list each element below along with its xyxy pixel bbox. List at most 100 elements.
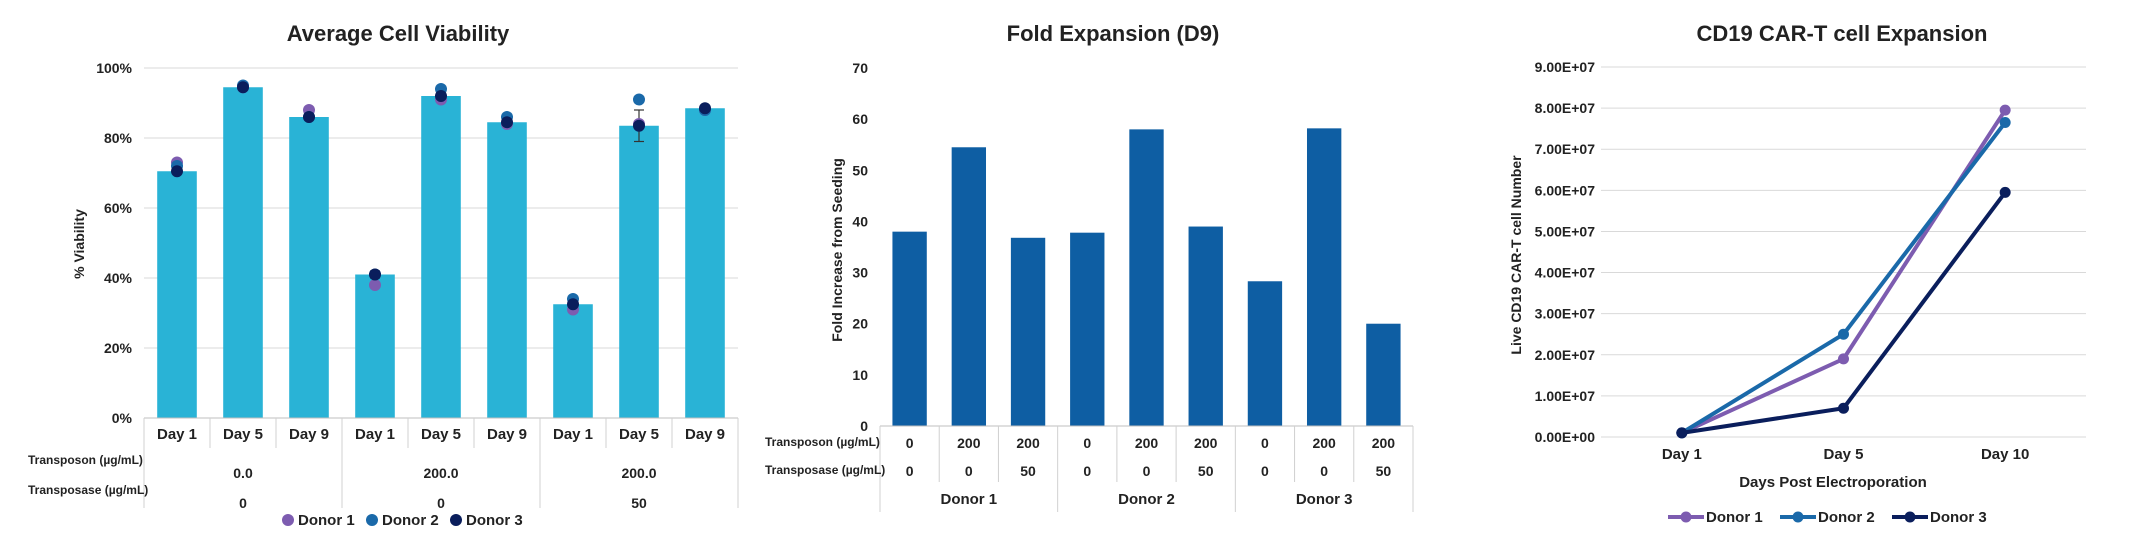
chart2-table-value: 200 bbox=[1194, 435, 1218, 451]
chart3-xtick-label: Day 1 bbox=[1662, 446, 1702, 463]
chart1-legend-label: Donor 3 bbox=[466, 512, 523, 529]
chart2-ytick-label: 30 bbox=[852, 265, 868, 281]
chart1-bar bbox=[157, 171, 197, 418]
chart2-table-value: 50 bbox=[1020, 463, 1036, 479]
chart2-table-value: 0 bbox=[965, 463, 973, 479]
chart2-group-label: Donor 3 bbox=[1296, 491, 1353, 508]
chart-cart-expansion: CD19 CAR-T cell Expansion Live CD19 CAR-… bbox=[1508, 21, 2086, 526]
chart2-ylabel: Fold Increase from Seeding bbox=[829, 158, 845, 342]
chart1-legend-label: Donor 1 bbox=[298, 512, 355, 529]
chart3-point-donor-3 bbox=[1838, 402, 1849, 414]
chart1-ytick-label: 60% bbox=[104, 200, 133, 216]
chart2-group-label: Donor 1 bbox=[940, 491, 997, 508]
chart2-bar bbox=[1306, 128, 1342, 426]
chart1-xtick-label: Day 1 bbox=[553, 426, 593, 443]
chart3-legend-marker bbox=[1680, 511, 1692, 523]
chart2-table-value: 200 bbox=[1016, 435, 1040, 451]
chart3-ytick-label: 7.00E+07 bbox=[1535, 141, 1596, 157]
chart2-bar bbox=[951, 147, 987, 426]
chart2-bar bbox=[1366, 323, 1401, 426]
chart2-ytick-label: 20 bbox=[852, 316, 868, 332]
chart1-point-donor-3 bbox=[171, 165, 183, 178]
chart1-bar bbox=[619, 125, 659, 418]
chart2-bar bbox=[1188, 226, 1223, 426]
chart3-legend-label: Donor 2 bbox=[1818, 509, 1875, 526]
chart2-table-value: 200 bbox=[957, 435, 981, 451]
chart2-table-value: 0 bbox=[1083, 463, 1091, 479]
chart1-point-donor-3 bbox=[699, 102, 711, 115]
chart1-bar bbox=[289, 117, 329, 418]
chart2-group-label: Donor 2 bbox=[1118, 491, 1175, 508]
chart1-ytick-label: 20% bbox=[104, 340, 133, 356]
chart2-bar bbox=[1129, 129, 1164, 426]
chart3-xtick-label: Day 10 bbox=[1981, 446, 2029, 463]
chart3-ytick-label: 1.00E+07 bbox=[1535, 388, 1596, 404]
chart1-xtick-label: Day 9 bbox=[685, 426, 725, 443]
chart1-bar bbox=[223, 87, 263, 418]
chart2-table-value: 0 bbox=[1261, 435, 1269, 451]
chart1-point-donor-3 bbox=[237, 81, 249, 94]
chart3-series-line-donor-3 bbox=[1681, 191, 2007, 435]
chart3-point-donor-1 bbox=[1838, 353, 1849, 365]
chart3-ytick-label: 9.00E+07 bbox=[1535, 59, 1596, 75]
chart2-ytick-label: 10 bbox=[852, 367, 868, 383]
chart1-ytick-label: 80% bbox=[104, 130, 133, 146]
chart2-table-value: 0 bbox=[906, 435, 914, 451]
chart1-xtick-label: Day 1 bbox=[355, 426, 395, 443]
chart1-table-row-label: Transposon (µg/mL) bbox=[28, 453, 143, 467]
chart3-ytick-label: 4.00E+07 bbox=[1535, 265, 1596, 281]
chart3-point-donor-2 bbox=[1999, 117, 2011, 128]
chart3-xtick-label: Day 5 bbox=[1823, 446, 1863, 463]
chart3-ylabel: Live CD19 CAR-T cell Number bbox=[1508, 155, 1524, 355]
chart1-table-value: 0 bbox=[437, 495, 445, 511]
chart1-table-value: 200.0 bbox=[621, 465, 656, 481]
chart3-legend-marker bbox=[1792, 511, 1804, 523]
chart1-point-donor-1 bbox=[369, 279, 381, 291]
chart1-bar bbox=[421, 96, 461, 418]
chart1-point-donor-3 bbox=[303, 111, 315, 123]
chart2-bar bbox=[1010, 237, 1046, 426]
chart1-ytick-label: 100% bbox=[96, 60, 132, 76]
chart1-legend-marker bbox=[450, 514, 462, 526]
chart2-table-value: 0 bbox=[1320, 463, 1328, 479]
chart1-ylabel: % Viability bbox=[71, 209, 87, 279]
chart2-bar bbox=[1070, 232, 1105, 426]
chart-cell-viability: Average Cell Viability % Viability 0% 20%… bbox=[28, 21, 739, 529]
chart2-ytick-label: 0 bbox=[860, 418, 868, 434]
chart3-series-line-donor-1 bbox=[1681, 109, 2007, 435]
chart1-point-donor-3 bbox=[567, 298, 579, 311]
chart1-legend-marker bbox=[366, 514, 378, 526]
chart-fold-expansion: Fold Expansion (D9) Fold Increase from S… bbox=[765, 21, 1414, 512]
chart2-table-value: 50 bbox=[1376, 463, 1392, 479]
chart3-ytick-label: 8.00E+07 bbox=[1535, 100, 1596, 116]
chart2-ytick-label: 60 bbox=[852, 111, 868, 127]
chart1-bar bbox=[355, 274, 395, 418]
chart2-table-value: 200 bbox=[1135, 435, 1159, 451]
chart1-point-donor-2 bbox=[633, 93, 645, 106]
chart2-bar bbox=[892, 231, 927, 426]
chart3-ytick-label: 6.00E+07 bbox=[1535, 182, 1596, 198]
chart2-title: Fold Expansion (D9) bbox=[1007, 21, 1220, 46]
chart1-legend-label: Donor 2 bbox=[382, 512, 439, 529]
chart1-xtick-label: Day 5 bbox=[619, 426, 659, 443]
chart1-ytick-label: 40% bbox=[104, 270, 133, 286]
chart2-table-value: 200 bbox=[1312, 435, 1336, 451]
chart1-table-value: 200.0 bbox=[423, 465, 458, 481]
chart3-legend-label: Donor 3 bbox=[1930, 509, 1987, 526]
chart3-ytick-label: 0.00E+00 bbox=[1535, 429, 1596, 445]
chart1-bar bbox=[685, 108, 725, 418]
chart3-legend-label: Donor 1 bbox=[1706, 509, 1763, 526]
chart2-table-row-label: Transposase (µg/mL) bbox=[765, 463, 885, 477]
chart3-series-line-donor-2 bbox=[1680, 121, 2007, 435]
chart1-ytick-label: 0% bbox=[112, 410, 133, 426]
chart3-point-donor-3 bbox=[1999, 186, 2011, 198]
chart2-table-value: 0 bbox=[1143, 463, 1151, 479]
chart1-legend-marker bbox=[282, 514, 294, 526]
chart1-xtick-label: Day 5 bbox=[421, 426, 461, 443]
chart3-ytick-label: 2.00E+07 bbox=[1535, 347, 1596, 363]
chart2-bar bbox=[1247, 281, 1283, 426]
chart3-point-donor-3 bbox=[1676, 427, 1688, 439]
chart3-point-donor-1 bbox=[1999, 104, 2011, 116]
